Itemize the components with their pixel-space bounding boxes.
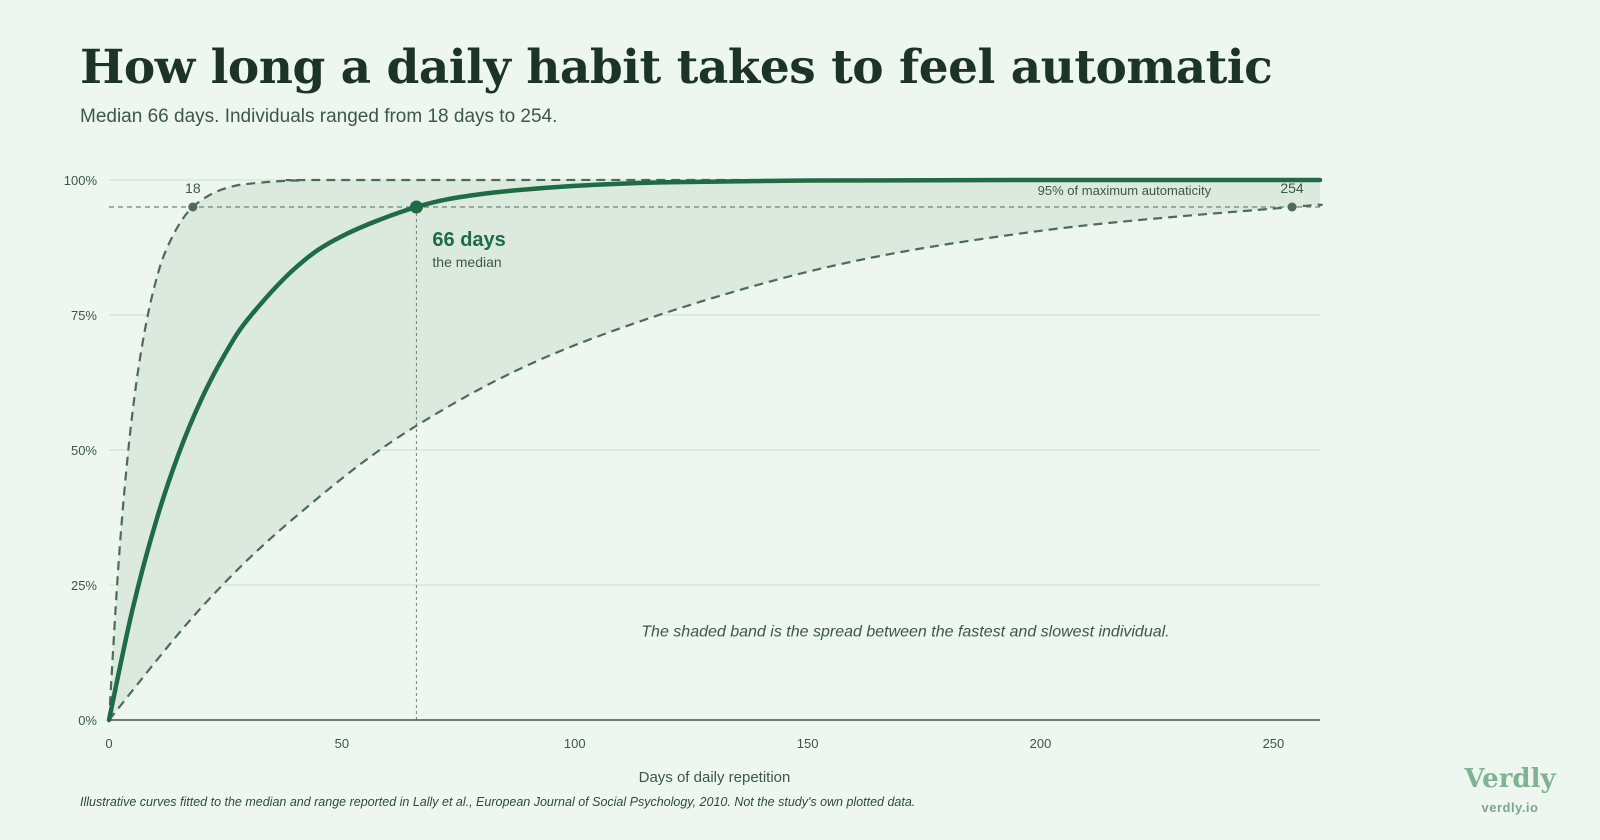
x-tick-label: 200 bbox=[1030, 736, 1052, 751]
marker-dot bbox=[409, 200, 423, 214]
source-footnote: Illustrative curves fitted to the median… bbox=[80, 795, 916, 809]
series-line-median bbox=[106, 177, 1323, 723]
spread-band bbox=[109, 179, 1322, 720]
series-line-slowest bbox=[108, 203, 1323, 721]
y-tick-label: 0% bbox=[78, 713, 97, 728]
median-label: 66 days bbox=[432, 229, 505, 251]
tick-labels: 0% 25% 50% 75% 100% 0 50 100 150 200 250 bbox=[64, 173, 1285, 751]
chart-title: How long a daily habit takes to feel aut… bbox=[80, 40, 1273, 95]
chart-subtitle: Median 66 days. Individuals ranged from … bbox=[80, 106, 558, 127]
y-tick-label: 75% bbox=[71, 308, 97, 323]
y-tick-label: 25% bbox=[71, 578, 97, 593]
x-axis-label: Days of daily repetition bbox=[639, 769, 791, 786]
y-tick-label: 50% bbox=[71, 443, 97, 458]
marker-dot bbox=[188, 202, 198, 212]
x-tick-label: 150 bbox=[797, 736, 819, 751]
y-tick-label: 100% bbox=[64, 173, 98, 188]
x-tick-label: 100 bbox=[564, 736, 586, 751]
x-tick-label: 250 bbox=[1263, 736, 1285, 751]
x-tick-label: 50 bbox=[335, 736, 349, 751]
brand-url: verdly.io bbox=[1481, 800, 1539, 815]
reference-line-label: 95% of maximum automaticity bbox=[1038, 183, 1212, 198]
brand-logo: Verdly bbox=[1464, 764, 1556, 794]
marker-label: 18 bbox=[185, 180, 201, 196]
band-note: The shaded band is the spread between th… bbox=[641, 623, 1169, 640]
markers: 18 66 days the median 254 bbox=[185, 180, 1304, 270]
median-sublabel: the median bbox=[432, 254, 501, 270]
marker-label: 254 bbox=[1280, 180, 1304, 196]
x-tick-label: 0 bbox=[105, 736, 112, 751]
marker-dot bbox=[1287, 202, 1297, 212]
brand-block: Verdly verdly.io bbox=[1440, 764, 1580, 815]
